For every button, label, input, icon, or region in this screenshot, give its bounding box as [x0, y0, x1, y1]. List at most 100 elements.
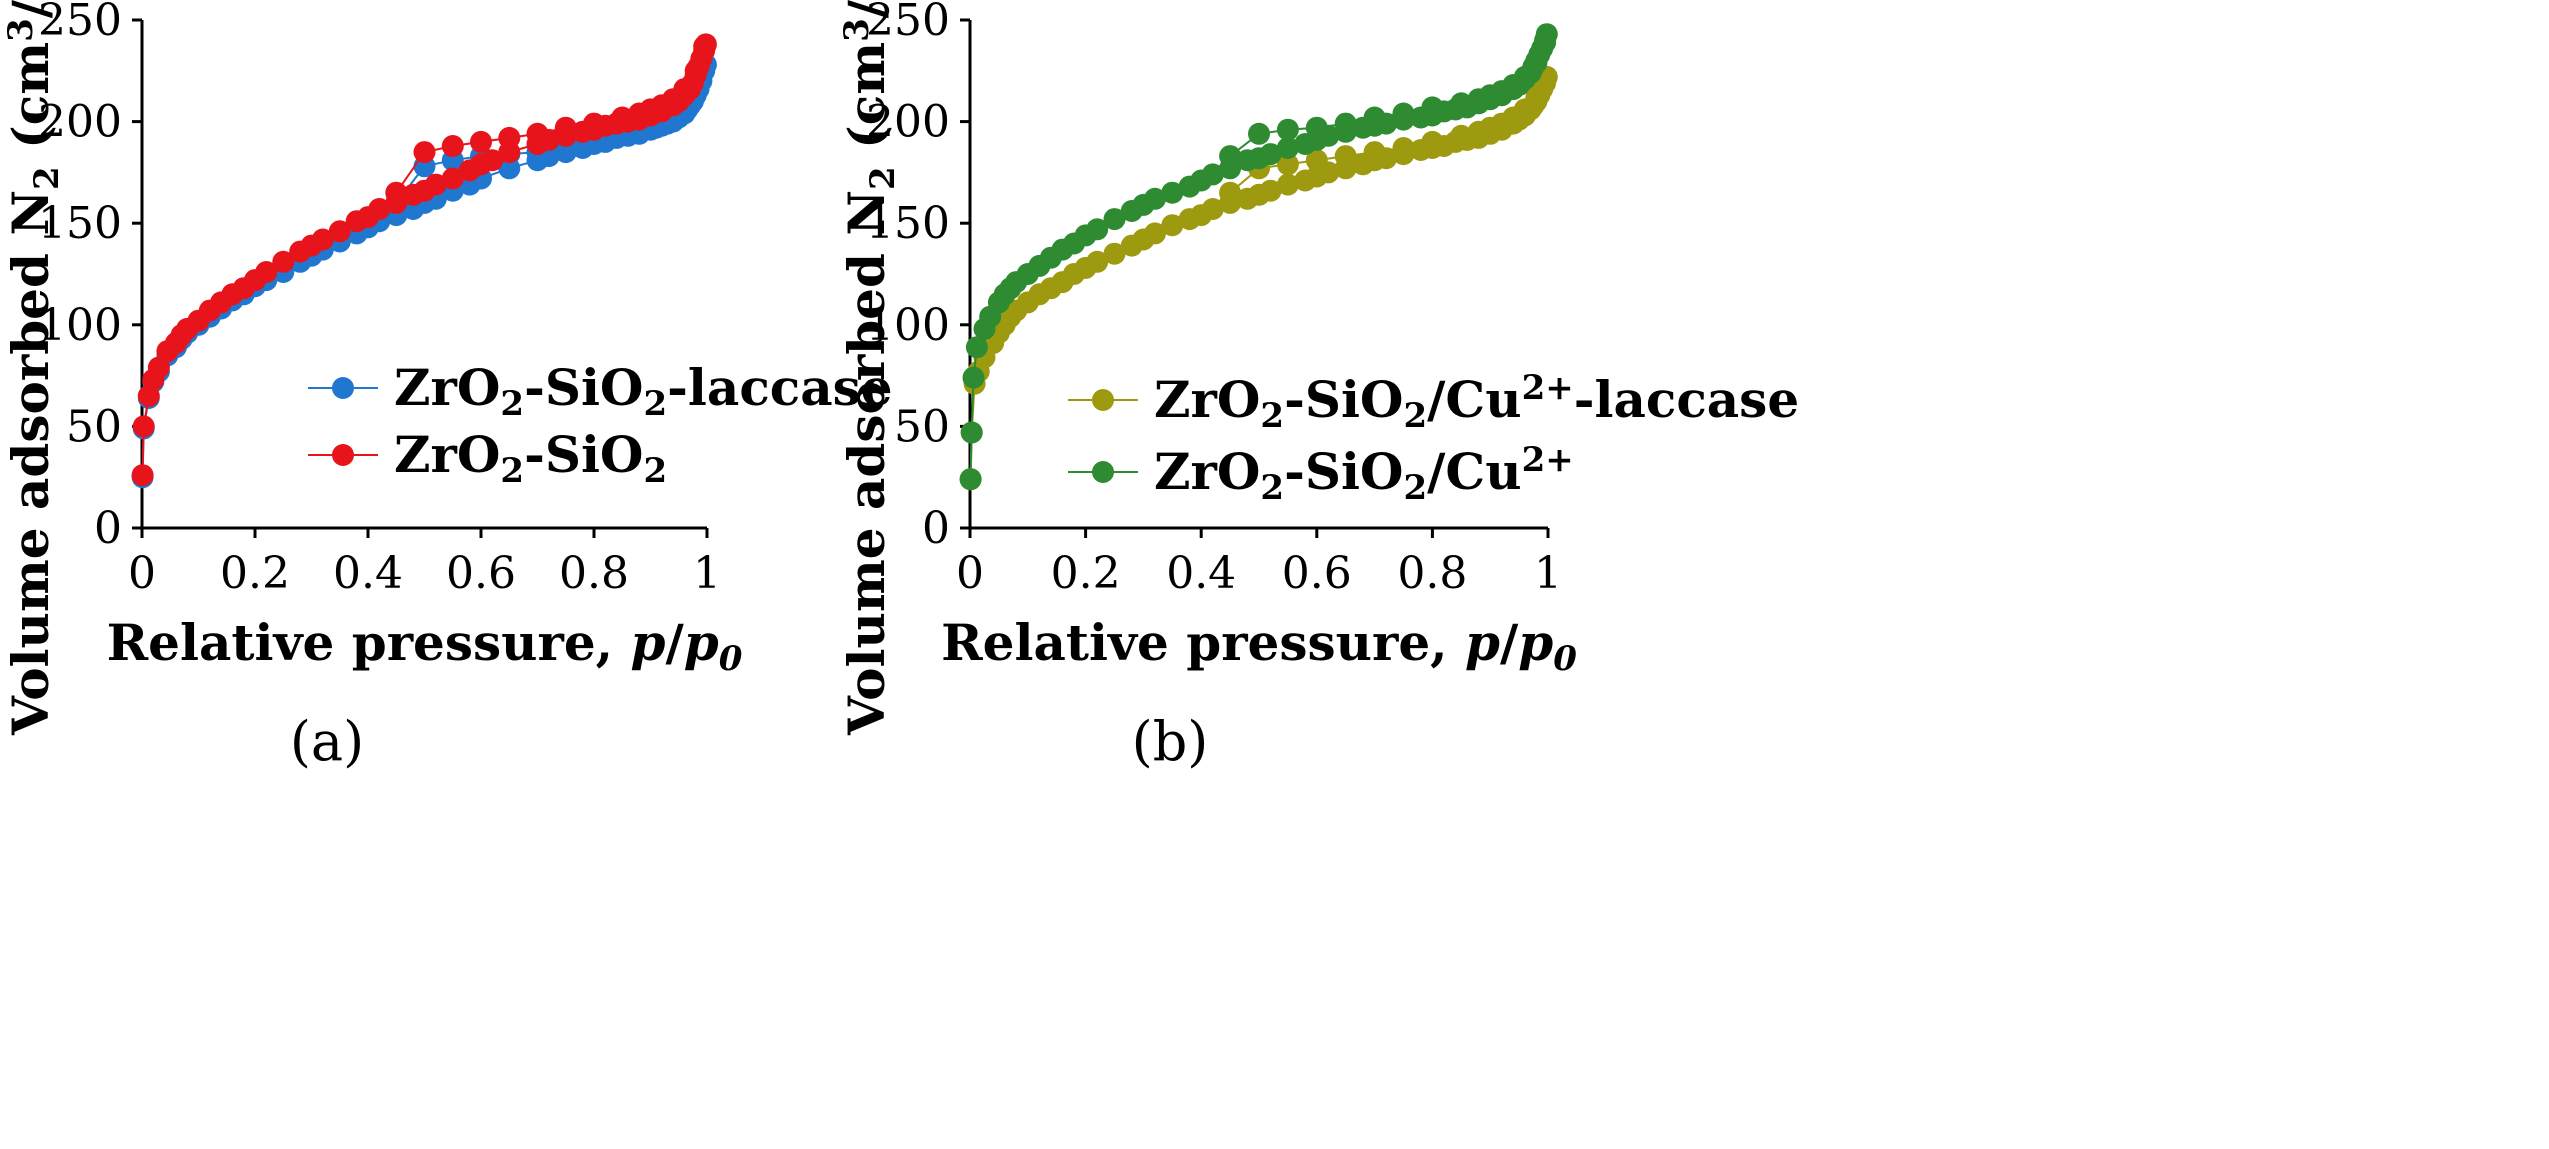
x-tick-label: 0.4: [333, 548, 403, 599]
data-point: [1103, 208, 1126, 231]
data-point: [413, 141, 436, 164]
y-axis-label-text: (cm: [837, 42, 896, 166]
legend-text: ZrO: [1154, 370, 1260, 429]
panel-label: (a): [290, 710, 364, 773]
data-point: [1534, 29, 1557, 52]
data-point: [1392, 102, 1415, 125]
legend-sub: 2: [1260, 468, 1284, 508]
data-point: [441, 135, 464, 157]
data-point: [1103, 242, 1126, 265]
data-point: [962, 366, 985, 389]
x-axis-label-slash: /: [665, 613, 684, 672]
legend-sub: 2: [1404, 396, 1428, 436]
legend-sub: 2: [644, 384, 668, 424]
x-axis-label-slash: /: [1500, 613, 1519, 672]
data-point: [583, 112, 605, 135]
data-point: [1086, 250, 1109, 273]
x-tick-label: 0: [956, 548, 984, 599]
data-point: [368, 198, 391, 220]
legend-text: -SiO: [524, 358, 643, 417]
data-point: [1467, 88, 1490, 111]
data-point: [628, 102, 651, 125]
y-axis-label-text: /g STP): [837, 0, 896, 18]
y-axis-label-sub: 2: [27, 166, 67, 190]
x-tick-label: 0.2: [1051, 548, 1121, 599]
legend-text: /Cu: [1427, 370, 1521, 429]
data-point: [693, 35, 716, 58]
data-point: [255, 261, 278, 283]
data-point: [1450, 92, 1473, 115]
data-point: [684, 59, 707, 82]
data-point: [959, 468, 982, 491]
legend-sub: 2: [500, 451, 524, 491]
legend-text: ZrO: [394, 358, 500, 417]
y-tick-label: 50: [894, 401, 950, 452]
x-axis-label-text: Relative pressure,: [107, 613, 631, 672]
data-point: [272, 250, 295, 273]
y-tick-label: 100: [866, 300, 950, 351]
x-axis-label-p0: p: [1518, 613, 1553, 672]
data-point: [385, 181, 408, 204]
data-point: [965, 336, 988, 359]
legend-label: ZrO2-SiO2/Cu2+-laccase: [1154, 368, 1799, 436]
legend-label: ZrO2-SiO2/Cu2+: [1154, 440, 1574, 508]
data-point: [1219, 181, 1242, 204]
chart-b: 0 50 100 150 200 250 0 0.2 0.4 0.6 0.8 1 Relative pr…: [837, 0, 1799, 773]
data-point: [554, 116, 577, 139]
data-point: [1161, 214, 1184, 237]
x-tick-label: 0.6: [446, 548, 516, 599]
y-axis-label-text: /g STP): [1, 0, 60, 18]
data-point: [328, 220, 351, 243]
x-axis-label: Relative pressure, p/p0: [107, 613, 743, 679]
data-point: [1276, 118, 1299, 141]
legend-text: /Cu: [1427, 442, 1521, 501]
y-axis-label-text: Volume adsorbed N: [837, 190, 896, 736]
data-point: [1201, 198, 1224, 220]
legend-marker: [1092, 461, 1114, 483]
x-tick-label: 0.6: [1282, 548, 1352, 599]
data-point: [1276, 153, 1299, 176]
legend-text: -SiO: [1284, 442, 1403, 501]
data-point: [147, 356, 170, 379]
chart-a: 0 50 100 150 200 250 0 0.2 0.4 0.6 0.8 1 Relative pr…: [1, 0, 893, 773]
x-tick-label: 0.8: [559, 548, 629, 599]
data-point: [1421, 130, 1444, 153]
data-point: [1259, 143, 1282, 166]
y-tick-label: 200: [866, 97, 950, 148]
panel-label: (b): [1132, 710, 1209, 773]
legend-label: ZrO2-SiO2: [394, 425, 667, 491]
y-axis-label-text: Volume adsorbed N: [1, 190, 60, 736]
data-point: [441, 167, 464, 190]
y-axis-label-sup: 3: [837, 18, 877, 42]
data-point: [481, 149, 504, 172]
data-point: [424, 173, 447, 196]
legend-sup: 2+: [1522, 368, 1574, 408]
data-point: [498, 126, 521, 149]
data-point: [1276, 173, 1299, 196]
legend-label: ZrO2-SiO2-laccase: [394, 358, 893, 424]
data-point: [1259, 179, 1282, 202]
data-point: [311, 228, 334, 251]
series-ZrO2-SiO2: ZrO2-SiO2: [131, 33, 717, 491]
legend-text: ZrO: [1154, 442, 1260, 501]
x-tick-label: 0: [128, 548, 156, 599]
x-axis-label-sub: 0: [719, 639, 743, 679]
data-point: [1392, 137, 1415, 159]
data-point: [132, 415, 155, 438]
y-tick-label: 100: [38, 300, 122, 351]
data-point: [960, 421, 983, 444]
data-point: [1144, 222, 1166, 245]
y-tick-label: 200: [38, 97, 122, 148]
x-tick-label: 1: [693, 548, 721, 599]
legend-sub: 2: [1404, 468, 1428, 508]
data-point: [1086, 218, 1109, 241]
x-axis-label-text: Relative pressure,: [941, 613, 1465, 672]
data-point: [1248, 122, 1270, 145]
data-point: [1276, 137, 1299, 159]
data-point: [1219, 145, 1242, 168]
y-axis-label: Volume adsorbed N2 (cm3/g STP): [837, 0, 903, 736]
legend-text: ZrO: [394, 425, 500, 484]
y-tick-label: 250: [38, 0, 122, 46]
x-axis-label-p0: p: [684, 613, 719, 672]
data-point: [1201, 163, 1224, 186]
